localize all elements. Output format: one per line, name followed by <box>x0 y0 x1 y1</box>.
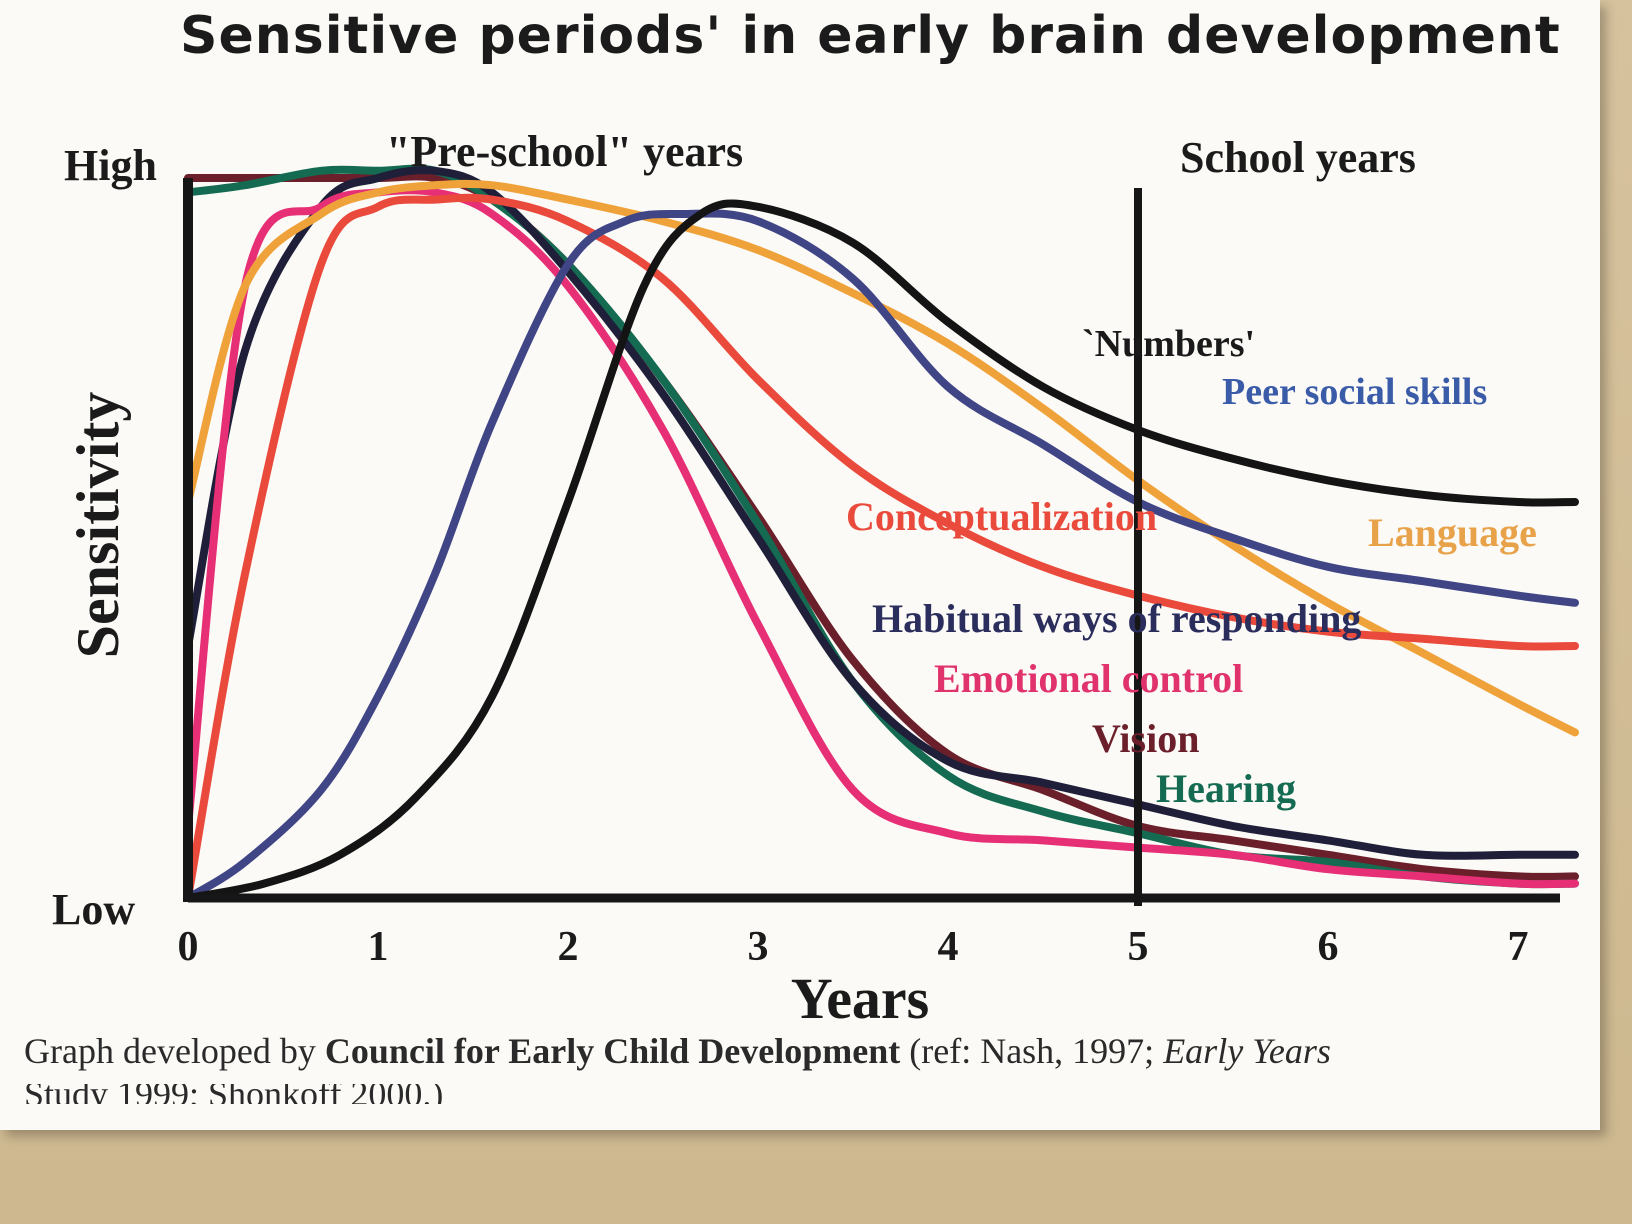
series-label-habitual-ways-of-responding: Habitual ways of responding <box>872 596 1361 641</box>
chart-text-labels: High Low "Pre-school" years School years Yea… <box>52 127 1537 1031</box>
series-label-emotional-control: Emotional control <box>934 656 1243 701</box>
chart-credit-line2: Study 1999; Shonkoff 2000.) <box>24 1084 444 1104</box>
x-tick-label: 3 <box>748 924 769 970</box>
credit-prefix: Graph developed by <box>24 1031 316 1071</box>
series-line-emotional-control <box>184 186 1579 889</box>
chart-title: Sensitive periods' in early brain develo… <box>180 6 1561 66</box>
x-tick-label: 6 <box>1318 924 1339 970</box>
x-tick-label: 4 <box>938 924 959 970</box>
region-label-school: School years <box>1180 133 1416 182</box>
series-line-numbers <box>184 199 1579 902</box>
x-tick-label: 7 <box>1508 924 1529 970</box>
x-tick-label: 2 <box>558 924 579 970</box>
x-tick-label: 0 <box>178 924 199 970</box>
paper-sheet: Sensitive periods' in early brain develo… <box>0 0 1600 1130</box>
series-line-conceptualization <box>184 193 1579 902</box>
series-label-peer-social-skills: Peer social skills <box>1222 371 1487 413</box>
y-axis-title: Sensitivity <box>65 392 131 659</box>
series-label-vision: Vision <box>1092 716 1199 761</box>
x-tick-labels: 0 1 2 3 4 5 6 7 <box>178 924 1529 970</box>
region-label-preschool: "Pre-school" years <box>386 127 743 176</box>
x-tick-label: 5 <box>1128 924 1149 970</box>
credit-ref-italic: Early Years <box>1163 1031 1331 1071</box>
credit-org: Council for Early Child Development <box>324 1031 901 1071</box>
series-lines <box>184 164 1579 902</box>
series-label-language: Language <box>1368 510 1537 555</box>
series-label-conceptualization: Conceptualization <box>846 494 1157 539</box>
credit-ref: (ref: Nash, 1997; <box>909 1031 1155 1071</box>
chart-credit: Graph developed by Council for Early Chi… <box>24 1030 1584 1072</box>
series-label-numbers: `Numbers' <box>1082 323 1255 365</box>
y-label-high: High <box>64 141 157 190</box>
y-label-low: Low <box>52 885 135 934</box>
chart-svg: 0 1 2 3 4 5 6 7 High Low "Pre-school" years School… <box>52 127 1579 1031</box>
series-line-vision <box>184 172 1579 881</box>
x-tick-label: 1 <box>368 924 389 970</box>
series-line-language <box>184 179 1579 737</box>
x-axis-title: Years <box>791 966 930 1031</box>
series-label-hearing: Hearing <box>1156 766 1296 811</box>
series-line-peer-social-skills <box>184 209 1579 902</box>
